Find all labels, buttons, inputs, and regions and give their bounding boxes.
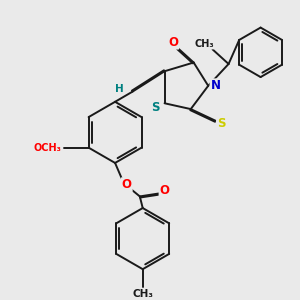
Text: O: O [168, 36, 178, 49]
Text: S: S [217, 117, 226, 130]
Text: OCH₃: OCH₃ [34, 143, 62, 153]
Text: N: N [211, 79, 220, 92]
Text: CH₃: CH₃ [194, 39, 214, 49]
Text: S: S [152, 101, 160, 114]
Text: H: H [115, 84, 124, 94]
Text: O: O [160, 184, 170, 197]
Text: CH₃: CH₃ [132, 289, 153, 299]
Text: O: O [122, 178, 132, 191]
